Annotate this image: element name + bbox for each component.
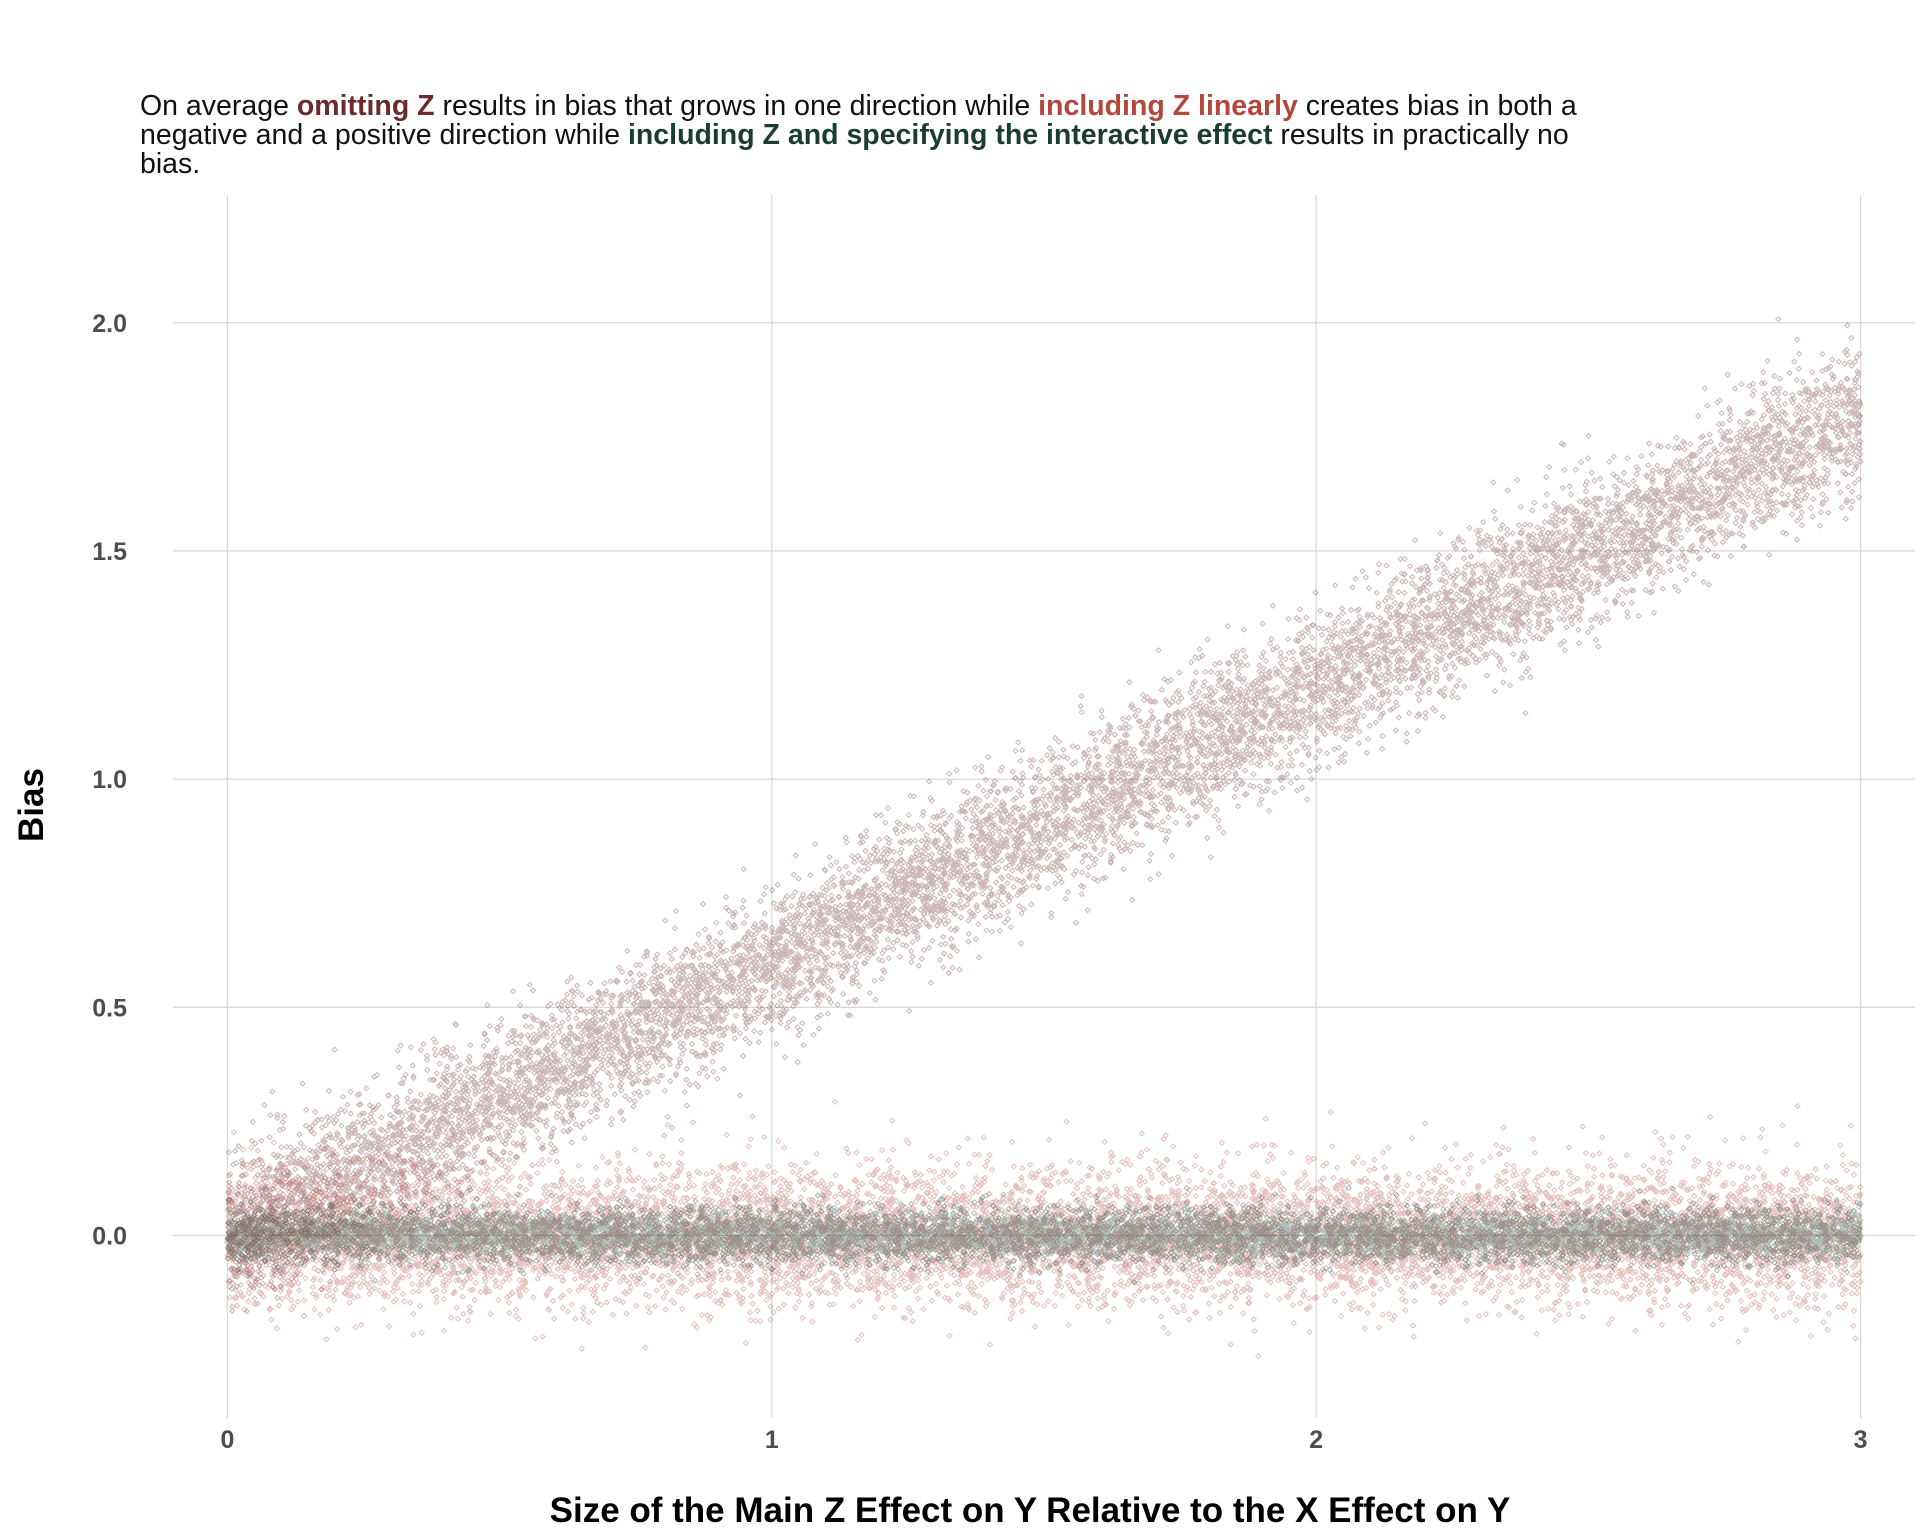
- subtitle-text-4: results in practically no bias.: [140, 119, 1569, 180]
- x-axis-title: Size of the Main Z Effect on Y Relative …: [550, 1491, 1511, 1530]
- y-tick-label: 2.0: [92, 310, 127, 338]
- subtitle-highlight-interactive: including Z and specifying the interacti…: [627, 119, 1273, 151]
- x-tick-label: 1: [765, 1426, 779, 1454]
- grid-lines: [173, 195, 1915, 1418]
- x-tick-label: 3: [1854, 1426, 1868, 1454]
- series-interactive: [224, 1184, 1864, 1287]
- subtitle-text-1: On average: [140, 90, 297, 122]
- subtitle-highlight-linear: including Z linearly: [1038, 90, 1298, 122]
- subtitle-text-3: creates bias in both a negative and a po…: [140, 90, 1577, 151]
- y-tick-label: 1.5: [92, 538, 127, 566]
- y-tick-label: 1.0: [92, 766, 127, 794]
- x-tick-label: 2: [1309, 1426, 1323, 1454]
- data-points: [224, 315, 1864, 1360]
- subtitle-highlight-omitting: omitting Z: [296, 90, 435, 122]
- x-tick-label: 0: [220, 1426, 234, 1454]
- y-axis-title: Bias: [12, 768, 51, 842]
- chart-subtitle: On average omitting Z results in bias th…: [140, 92, 1600, 179]
- subtitle-text-2: results in bias that grows in one direct…: [434, 90, 1039, 122]
- point-marks-linear: [224, 1098, 1864, 1360]
- series-omitting: [224, 315, 1864, 1319]
- tick-labels: 0.0 0.5 1.0 1.5 2.0 0 1 2 3: [92, 310, 1867, 1454]
- point-marks-interactive: [224, 1184, 1864, 1287]
- point-marks-omitting: [224, 315, 1864, 1319]
- y-tick-label: 0.5: [92, 994, 127, 1022]
- series-linear: [224, 1098, 1864, 1360]
- y-tick-label: 0.0: [92, 1222, 127, 1250]
